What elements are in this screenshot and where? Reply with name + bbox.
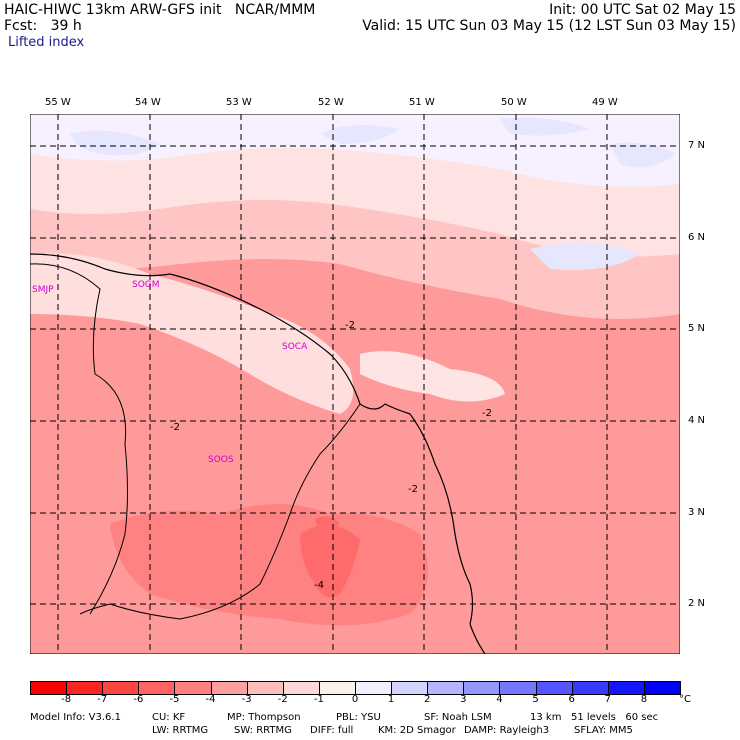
colorbar-tick-label: 6 — [568, 694, 575, 705]
footer-lw: LW: RRTMG — [152, 725, 209, 736]
colorbar-cell — [30, 681, 67, 695]
lat-label-5n: 5 N — [688, 323, 706, 334]
field-positive-patch-1 — [70, 130, 160, 156]
footer-sflay: SFLAY: MM5 — [574, 725, 633, 736]
colorbar-cell — [138, 681, 175, 695]
footer-km: KM: 2D Smagor — [378, 725, 456, 736]
colorbar-cell — [391, 681, 428, 695]
footer-diff: DIFF: full — [310, 725, 354, 736]
colorbar-tick-label: 7 — [604, 694, 611, 705]
colorbar-tick-label: -3 — [241, 694, 252, 705]
lon-label-53w: 53 W — [226, 97, 252, 108]
lat-label-6n: 6 N — [688, 232, 706, 243]
contour-label: -2 — [408, 484, 418, 495]
colorbar-unit: °C — [679, 694, 691, 705]
lat-lon-grid — [30, 114, 680, 654]
model-title: HAIC-HIWC 13km ARW-GFS init NCAR/MMM — [4, 2, 316, 18]
station-soca: SOCA — [282, 342, 308, 352]
lat-label-2n: 2 N — [688, 598, 706, 609]
colorbar-tick-label: 2 — [424, 694, 431, 705]
station-soos: SOOS — [208, 455, 234, 465]
border-french-guiana — [179, 403, 361, 620]
colorbar-cell — [535, 681, 572, 695]
lifted-index-map: SMJP SOGM SOCA SOOS -2 -2 -2 -2 -4 — [30, 114, 680, 654]
colorbar-cell — [102, 681, 139, 695]
colorbar-tick-label: -4 — [205, 694, 216, 705]
colorbar-cell — [174, 681, 211, 695]
colorbar-cell — [355, 681, 392, 695]
colorbar-tick-label: -8 — [61, 694, 72, 705]
footer-sf: SF: Noah LSM — [424, 712, 492, 723]
coastline — [30, 253, 486, 654]
colorbar-tick-label: -1 — [313, 694, 324, 705]
forecast-hour: Fcst: 39 h — [4, 18, 82, 34]
footer-mp: MP: Thompson — [227, 712, 301, 723]
field-positive-patch-3 — [500, 117, 590, 136]
lon-label-55w: 55 W — [45, 97, 71, 108]
footer-grid: 13 km 51 levels 60 sec — [530, 712, 659, 723]
field-positive-patch-2 — [320, 125, 400, 144]
station-sogm: SOGM — [132, 280, 160, 290]
colorbar-tick-label: 0 — [351, 694, 359, 705]
colorbar-tick-label: 3 — [460, 694, 467, 705]
contour-label: -2 — [170, 422, 180, 433]
field-river-light — [360, 351, 505, 402]
contour-label: -2 — [345, 320, 355, 331]
station-smjp: SMJP — [32, 285, 54, 295]
colorbar-tick-label: 4 — [496, 694, 503, 705]
contour-label: -4 — [314, 580, 324, 591]
border-suriname-guyana — [30, 263, 128, 615]
footer-pbl: PBL: YSU — [336, 712, 381, 723]
contour-label: -2 — [482, 408, 492, 419]
init-time: Init: 00 UTC Sat 02 May 15 — [549, 2, 736, 18]
colorbar-cell — [427, 681, 464, 695]
field-positive-patch-5 — [610, 142, 675, 168]
lon-label-52w: 52 W — [318, 97, 344, 108]
border-brazil — [79, 603, 181, 620]
colorbar-tick-label: 5 — [532, 694, 539, 705]
lon-label-54w: 54 W — [135, 97, 161, 108]
colorbar-cell — [318, 681, 355, 695]
lon-label-49w: 49 W — [592, 97, 618, 108]
lat-label-4n: 4 N — [688, 415, 706, 426]
field-positive-patch-4 — [530, 242, 640, 270]
colorbar-tick-label: -2 — [277, 694, 288, 705]
colorbar-cell — [246, 681, 283, 695]
colorbar-tick-label: 1 — [387, 694, 395, 705]
footer-cu: CU: KF — [152, 712, 186, 723]
field-name: Lifted index — [8, 35, 85, 50]
footer-sw: SW: RRTMG — [234, 725, 292, 736]
colorbar-cell — [607, 681, 644, 695]
colorbar-tick-label: -7 — [97, 694, 108, 705]
lon-label-51w: 51 W — [409, 97, 435, 108]
colorbar-tick-label: -5 — [169, 694, 180, 705]
colorbar-cell — [463, 681, 500, 695]
footer-damp: DAMP: Rayleigh3 — [464, 725, 550, 736]
field-interior-darkest — [300, 525, 360, 598]
field-coastal-light — [30, 253, 354, 414]
colorbar-cell — [66, 681, 103, 695]
colorbar-cell — [499, 681, 536, 695]
lat-label-3n: 3 N — [688, 507, 706, 518]
field-small-dark — [315, 516, 340, 530]
lat-label-7n: 7 N — [688, 140, 706, 151]
colorbar-tick-label: 8 — [640, 694, 648, 705]
colorbar-cell — [571, 681, 608, 695]
colorbar-cell — [643, 681, 681, 695]
colorbar-cell — [282, 681, 319, 695]
colorbar-tick-label: -6 — [133, 694, 144, 705]
colorbar-cell — [210, 681, 247, 695]
valid-time: Valid: 15 UTC Sun 03 May 15 (12 LST Sun … — [362, 18, 736, 34]
lon-label-50w: 50 W — [501, 97, 527, 108]
footer-model-info: Model Info: V3.6.1 — [30, 712, 121, 723]
